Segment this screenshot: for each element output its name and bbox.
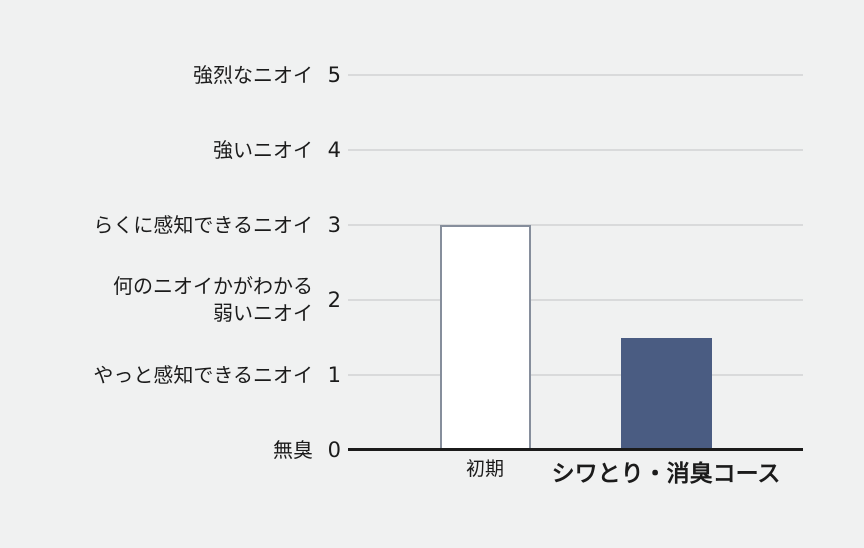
y-scale-label-line: 強いニオイ [213, 137, 313, 162]
y-scale-label-4: 強いニオイ [0, 122, 313, 178]
y-scale-label-line: 無臭 [273, 437, 313, 462]
y-tick-number-4: 4 [327, 138, 341, 162]
y-scale-label-3: らくに感知できるニオイ [0, 197, 313, 253]
x-axis-line [348, 448, 803, 451]
gridline-level-3 [348, 224, 803, 226]
y-tick-number-2: 2 [327, 288, 341, 312]
gridline-level-4 [348, 149, 803, 151]
gridline-level-2 [348, 299, 803, 301]
y-scale-label-0: 無臭 [0, 422, 313, 478]
y-scale-label-line: やっと感知できるニオイ [93, 362, 313, 387]
y-tick-number-1: 1 [327, 363, 341, 387]
bar-initial [440, 225, 531, 450]
y-scale-label-5: 強烈なニオイ [0, 47, 313, 103]
y-scale-label-line: らくに感知できるニオイ [93, 212, 313, 237]
y-tick-number-0: 0 [327, 438, 341, 462]
y-scale-label-1: やっと感知できるニオイ [0, 347, 313, 403]
x-category-label-initial: 初期 [465, 458, 504, 480]
y-scale-label-line: 弱いニオイ [213, 301, 313, 325]
y-tick-number-3: 3 [327, 213, 341, 237]
y-scale-label-line: 強烈なニオイ [193, 62, 313, 87]
y-tick-number-5: 5 [327, 63, 341, 87]
gridline-level-5 [348, 74, 803, 76]
bar-deodorize-course [621, 337, 712, 450]
x-category-label-deodorize-course: シワとり・消臭コース [551, 461, 781, 487]
gridline-level-1 [348, 374, 803, 376]
y-scale-label-line: 何のニオイかがわかる [113, 274, 313, 298]
y-scale-label-2: 何のニオイかがわかる弱いニオイ [0, 272, 313, 328]
